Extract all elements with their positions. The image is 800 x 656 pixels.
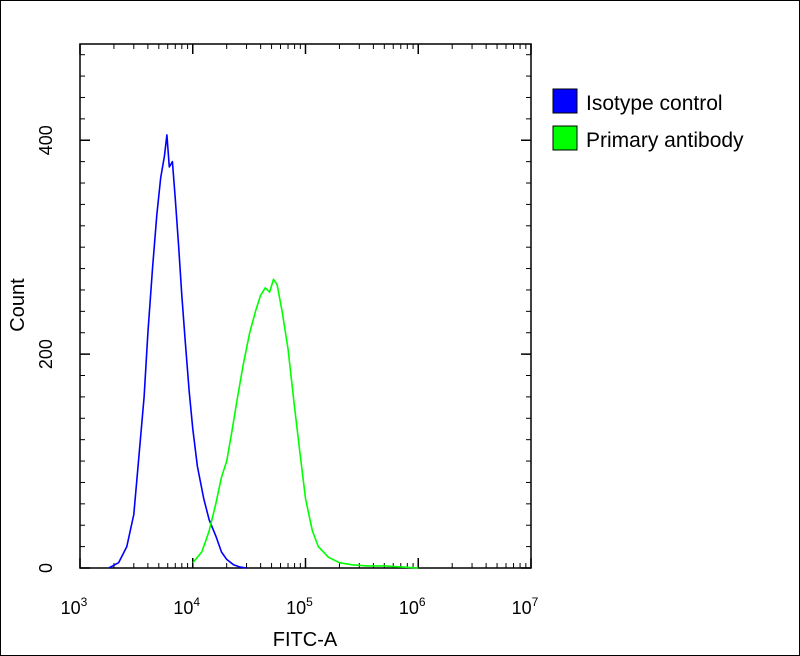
- series-lines: [108, 134, 419, 569]
- legend: Isotype control Primary antibody: [552, 88, 744, 152]
- x-tick-label-base: 10: [399, 598, 419, 618]
- major-ticks: [79, 44, 532, 569]
- legend-label-primary-antibody: Primary antibody: [586, 129, 744, 152]
- x-tick-label-base: 10: [61, 598, 81, 618]
- x-tick-label-base: 10: [173, 598, 193, 618]
- x-tick-label: 103: [61, 595, 88, 618]
- x-tick-label: 104: [173, 595, 200, 618]
- x-tick-label: 107: [512, 595, 539, 618]
- x-tick-label-base: 10: [512, 598, 532, 618]
- x-tick-label-exponent: 3: [81, 595, 88, 609]
- x-tick-label-exponent: 7: [532, 595, 539, 609]
- x-tick-label-base: 10: [286, 598, 306, 618]
- x-tick-label-exponent: 4: [193, 595, 200, 609]
- x-tick-labels: 103 104 105 106 107: [61, 595, 539, 618]
- y-axis-title: Count: [7, 278, 29, 332]
- y-tick-label: 0: [36, 563, 56, 573]
- series-line-isotype-control: [108, 134, 247, 569]
- y-tick-label: 200: [36, 339, 56, 369]
- series-line-primary-antibody: [192, 278, 419, 569]
- x-axis-title: FITC-A: [273, 629, 338, 651]
- legend-swatch-isotype-control: [552, 88, 578, 114]
- x-tick-label-exponent: 6: [419, 595, 426, 609]
- legend-label-isotype-control: Isotype control: [586, 92, 723, 115]
- legend-swatch-primary-antibody: [552, 125, 578, 151]
- y-tick-labels: 0 200 400: [36, 125, 56, 573]
- x-tick-label: 105: [286, 595, 313, 618]
- x-tick-label-exponent: 5: [306, 595, 313, 609]
- x-tick-label: 106: [399, 595, 426, 618]
- y-tick-label: 400: [36, 125, 56, 155]
- plot-area-frame: [79, 43, 532, 569]
